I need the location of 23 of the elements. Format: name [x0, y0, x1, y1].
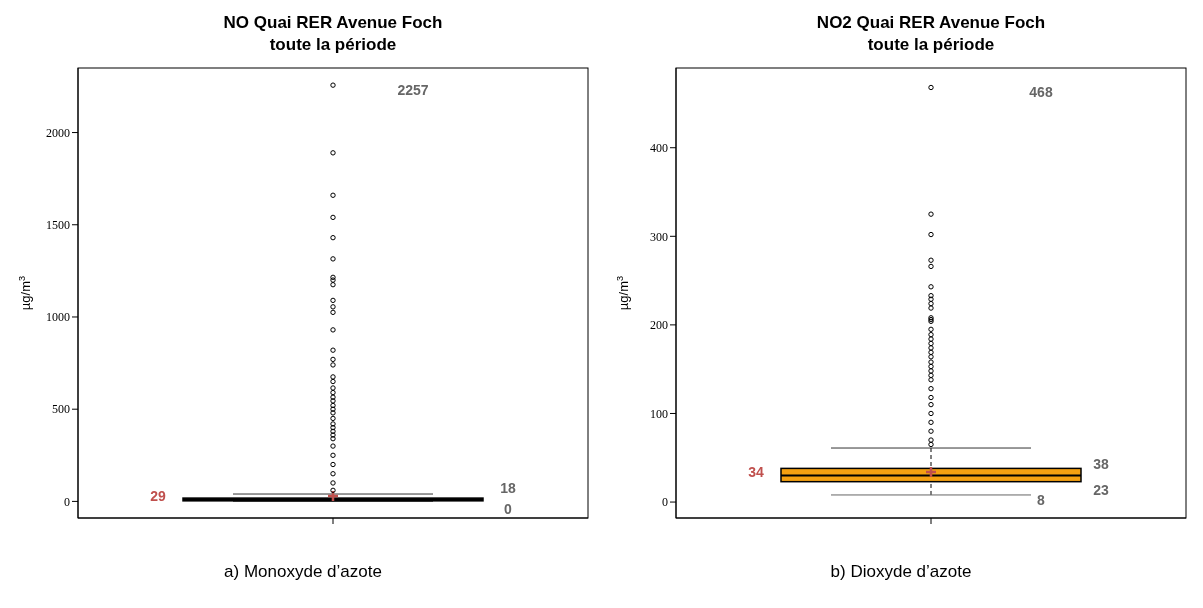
annotation: 468	[1029, 84, 1053, 101]
y-tick-label: 1500	[46, 218, 70, 233]
y-tick-label: 0	[662, 495, 668, 510]
y-tick-label: 300	[650, 229, 668, 244]
annotation: 2257	[397, 82, 429, 99]
y-tick-label: 1000	[46, 310, 70, 325]
y-tick-label: 0	[64, 494, 70, 509]
annotation: 29	[150, 488, 166, 505]
x-axis-title: b) Dioxyde d’azote	[829, 562, 973, 582]
chart-title: NO2 Quai RER Avenue Foch toute la période	[816, 13, 1046, 54]
y-tick-label: 2000	[46, 125, 70, 140]
annotation: 38	[1093, 456, 1109, 473]
y-tick-label: 100	[650, 406, 668, 421]
annotation: 18	[500, 480, 516, 497]
y-tick-label: 200	[650, 318, 668, 333]
annotation: 0	[504, 501, 513, 518]
y-tick-label: 500	[52, 402, 70, 417]
y-tick-label: 400	[650, 140, 668, 155]
annotation: 23	[1093, 481, 1109, 498]
annotation: 8	[1037, 491, 1046, 508]
x-axis-title: a) Monoxyde d’azote	[223, 562, 383, 582]
chart-title: NO Quai RER Avenue Foch toute la période	[223, 13, 443, 54]
annotation: 34	[748, 463, 764, 480]
